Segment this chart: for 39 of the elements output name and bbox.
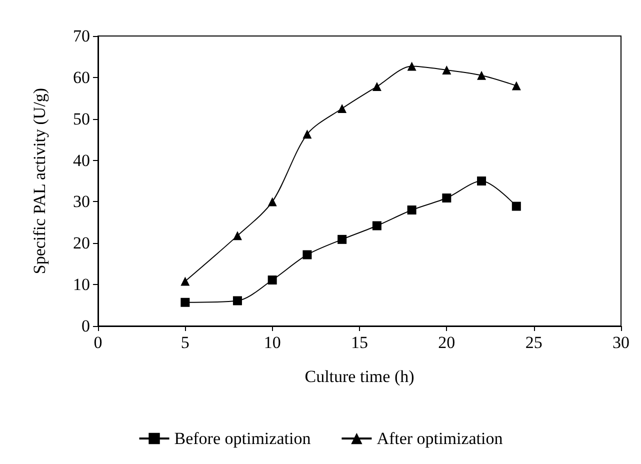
x-axis-title: Culture time (h) <box>304 367 414 386</box>
y-tick-label: 60 <box>73 68 90 87</box>
point <box>512 202 521 211</box>
x-tick-label: 25 <box>525 333 542 352</box>
point <box>302 250 312 260</box>
y-tick-label: 10 <box>73 275 90 294</box>
point <box>268 197 277 206</box>
point <box>372 221 382 230</box>
x-tick-label: 20 <box>438 333 456 352</box>
point <box>512 81 521 90</box>
x-tick-label: 15 <box>351 333 368 352</box>
y-tick-label: 40 <box>73 150 90 170</box>
point <box>477 176 486 186</box>
y-tick-label: 50 <box>73 109 90 128</box>
point <box>180 298 190 307</box>
y-axis-title: Specific PAL activity (U/g) <box>30 88 49 274</box>
point <box>407 62 416 71</box>
point <box>338 104 347 113</box>
x-tick-label: 10 <box>264 333 281 352</box>
x-tick-label: 30 <box>612 333 630 352</box>
point <box>302 130 312 139</box>
point <box>407 206 416 214</box>
point <box>232 296 242 306</box>
point <box>442 193 452 202</box>
x-tick-label: 5 <box>180 333 190 352</box>
y-tick-label: 0 <box>82 316 90 336</box>
point <box>442 65 452 74</box>
y-tick-label: 30 <box>73 192 90 212</box>
legend-label: Before optimization <box>174 429 312 448</box>
point <box>180 276 190 286</box>
point <box>268 276 277 285</box>
point <box>338 234 347 244</box>
point <box>232 231 242 240</box>
point <box>372 82 382 92</box>
y-tick-label: 20 <box>73 234 90 253</box>
legend-label: After optimization <box>376 429 504 448</box>
x-tick-label: 0 <box>94 333 102 352</box>
y-tick-label: 70 <box>73 26 90 46</box>
point <box>477 70 486 80</box>
